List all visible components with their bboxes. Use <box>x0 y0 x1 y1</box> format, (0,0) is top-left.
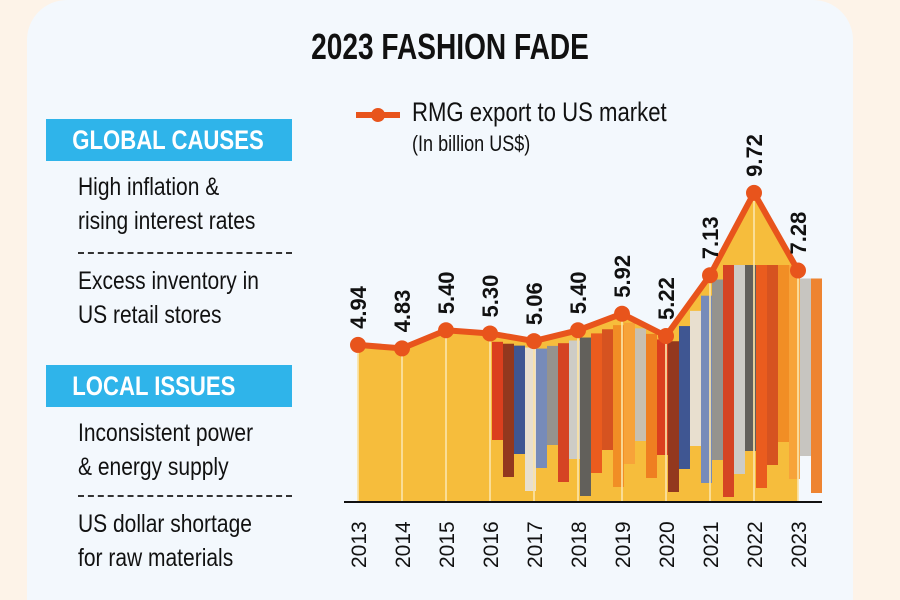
clothing-graphic <box>558 343 569 482</box>
data-label: 5.22 <box>654 277 679 320</box>
data-point <box>658 328 674 345</box>
data-point <box>526 333 542 350</box>
x-tick-label: 2022 <box>744 521 767 568</box>
x-tick-label: 2016 <box>480 521 503 568</box>
data-point <box>350 336 366 353</box>
clothing-graphic <box>580 337 591 496</box>
divider <box>78 252 292 254</box>
clothing-graphic <box>767 265 778 465</box>
legend-label: RMG export to US market <box>412 97 667 127</box>
clothing-graphic <box>492 341 503 440</box>
divider <box>78 495 292 497</box>
clothing-graphic <box>789 265 800 479</box>
page-title: 2023 FASHION FADE <box>311 26 589 67</box>
global-causes-heading-text: GLOBAL CAUSES <box>72 125 264 155</box>
clothing-graphic <box>657 339 668 455</box>
clothing-graphic <box>690 310 701 446</box>
data-point <box>746 184 762 201</box>
x-tick-label: 2020 <box>656 521 679 568</box>
x-tick-label: 2017 <box>524 521 547 568</box>
global-cause-item: Excess inventory in US retail stores <box>78 264 318 332</box>
clothing-graphic <box>525 347 536 491</box>
x-tick-label: 2021 <box>700 521 723 568</box>
global-cause-line: High inflation & <box>78 173 220 201</box>
x-tick-label: 2018 <box>568 521 591 568</box>
global-cause-line: rising interest rates <box>78 207 256 235</box>
clothing-graphic <box>591 333 602 473</box>
data-label: 7.28 <box>786 212 811 255</box>
data-point <box>394 340 410 357</box>
chart-legend: RMG export to US market (In billion US$) <box>412 96 723 160</box>
data-label: 5.92 <box>610 255 635 298</box>
clothing-graphic <box>734 265 745 474</box>
data-label: 4.94 <box>346 285 371 329</box>
local-issue-line: for raw materials <box>78 544 234 572</box>
clothing-graphic <box>624 322 635 464</box>
data-label: 5.06 <box>522 282 547 325</box>
clothing-graphic <box>800 278 811 456</box>
clothing-graphic <box>723 265 734 497</box>
data-point <box>570 322 586 339</box>
clothing-graphic <box>778 265 789 442</box>
global-cause-item: High inflation & rising interest rates <box>78 170 318 238</box>
clothing-graphic <box>745 265 756 451</box>
clothing-graphic <box>701 295 712 483</box>
data-label: 5.40 <box>434 271 459 314</box>
clothing-graphic <box>536 348 547 468</box>
global-cause-line: Excess inventory in <box>78 267 259 295</box>
x-tick-label: 2013 <box>348 521 371 568</box>
x-tick-label: 2023 <box>788 521 811 568</box>
x-tick-label: 2015 <box>436 521 459 568</box>
clothing-graphic <box>811 278 822 493</box>
clothing-graphic <box>503 343 514 477</box>
clothing-graphic <box>514 345 525 454</box>
data-label: 5.40 <box>566 271 591 314</box>
local-issue-item: Inconsistent power & energy supply <box>78 416 318 484</box>
local-issue-line: US dollar shortage <box>78 510 252 538</box>
clothing-graphic <box>712 279 723 460</box>
local-issue-line: & energy supply <box>78 453 229 481</box>
clothing-graphic <box>547 345 558 445</box>
clothing-graphic <box>679 326 690 469</box>
data-point <box>438 322 454 339</box>
data-point <box>702 267 718 284</box>
legend-unit: (In billion US$) <box>412 131 531 156</box>
clothing-graphic <box>756 265 767 488</box>
local-issue-item: US dollar shortage for raw materials <box>78 507 318 575</box>
data-point <box>614 305 630 322</box>
clothing-graphic <box>668 341 679 492</box>
data-label: 7.13 <box>698 216 723 259</box>
data-label: 5.30 <box>478 275 503 318</box>
global-causes-heading: GLOBAL CAUSES <box>46 119 292 161</box>
clothing-graphic <box>635 328 646 441</box>
x-tick-label: 2019 <box>612 521 635 568</box>
data-point <box>790 262 806 279</box>
clothing-graphic <box>613 325 624 487</box>
data-label: 9.72 <box>742 134 767 177</box>
clothing-graphic <box>569 340 580 459</box>
local-issues-heading-text: LOCAL ISSUES <box>72 371 236 401</box>
clothing-graphic <box>602 329 613 450</box>
x-tick-label: 2014 <box>392 521 415 568</box>
local-issue-line: Inconsistent power <box>78 419 254 447</box>
local-issues-heading: LOCAL ISSUES <box>46 365 292 407</box>
legend-marker-icon <box>371 108 385 122</box>
clothing-graphic <box>646 333 657 478</box>
global-cause-line: US retail stores <box>78 301 222 329</box>
data-point <box>482 325 498 342</box>
data-label: 4.83 <box>390 290 415 333</box>
